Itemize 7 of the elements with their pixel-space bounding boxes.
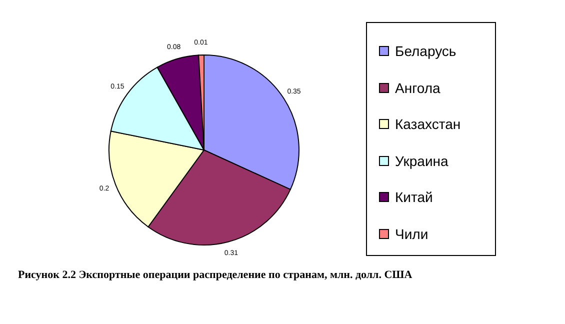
legend-label: Беларусь [395, 43, 456, 60]
legend-label: Украина [395, 152, 448, 169]
legend-label: Ангола [395, 80, 440, 96]
legend-label: Казахстан [395, 116, 461, 132]
legend-label: Китай [395, 189, 433, 206]
legend-label: Чили [395, 226, 428, 242]
text: Рисунок 2.2 Экспортные операции распределение по странам, млн. долл. США [18, 268, 414, 283]
